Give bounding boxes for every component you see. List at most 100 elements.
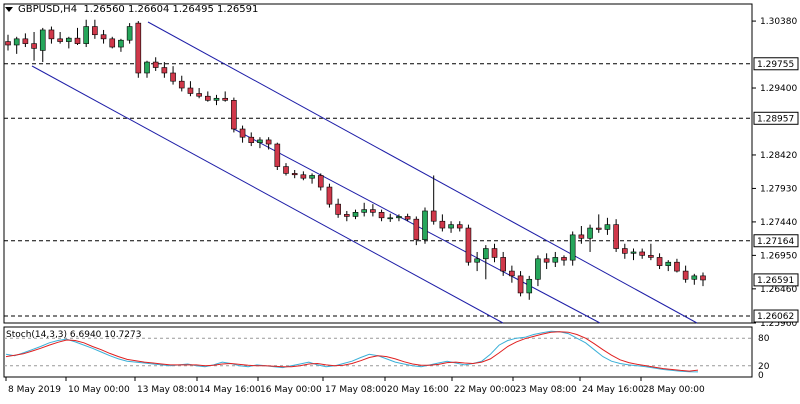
candle-body[interactable]: [161, 67, 168, 74]
candle-body[interactable]: [205, 95, 211, 101]
candle-body[interactable]: [335, 203, 341, 215]
price-tick-label: 1.27930: [760, 184, 797, 194]
chevron-down-icon[interactable]: [5, 7, 13, 12]
candle-body[interactable]: [578, 234, 585, 239]
candle-body[interactable]: [439, 220, 446, 229]
candle-body[interactable]: [274, 143, 281, 167]
candle-body[interactable]: [13, 38, 20, 46]
candle-body[interactable]: [396, 216, 402, 219]
candle-body[interactable]: [361, 209, 367, 213]
stoch-tick-label: 20: [758, 362, 770, 372]
candle-body[interactable]: [231, 100, 237, 130]
candle-body[interactable]: [22, 38, 29, 44]
candle-body[interactable]: [118, 39, 124, 48]
candle-body[interactable]: [474, 258, 480, 263]
time-label: 10 May 00:00: [68, 385, 130, 395]
candle-body[interactable]: [239, 128, 246, 138]
candle-body[interactable]: [483, 248, 489, 260]
candle-body[interactable]: [674, 261, 680, 272]
candle-body[interactable]: [622, 248, 628, 254]
price-level-box: [753, 234, 799, 248]
candle-body[interactable]: [378, 212, 385, 219]
candle-body[interactable]: [526, 278, 533, 294]
stoch-main-line[interactable]: [5, 330, 699, 373]
channel-line[interactable]: [31, 65, 504, 324]
candle-body[interactable]: [109, 38, 116, 48]
candle-body[interactable]: [569, 234, 576, 261]
time-label: 20 May 16:00: [387, 385, 449, 395]
candle-body[interactable]: [248, 136, 255, 143]
candle-body[interactable]: [500, 257, 506, 272]
candle-body[interactable]: [196, 93, 202, 97]
candle-body[interactable]: [691, 275, 698, 280]
candle-body[interactable]: [422, 210, 428, 240]
price-level-box: [753, 111, 799, 125]
candle-body[interactable]: [31, 43, 37, 49]
candle-body[interactable]: [639, 251, 645, 256]
candle-body[interactable]: [509, 270, 515, 277]
time-label: 28 May 00:00: [643, 385, 705, 395]
candle-body[interactable]: [517, 275, 524, 294]
candle-body[interactable]: [656, 257, 663, 266]
candle-body[interactable]: [300, 174, 307, 179]
candle-body[interactable]: [213, 97, 220, 101]
candle-body[interactable]: [66, 37, 72, 42]
candle-body[interactable]: [144, 61, 150, 74]
candle-body[interactable]: [491, 248, 498, 258]
candle-body[interactable]: [187, 87, 194, 94]
candle-body[interactable]: [100, 34, 107, 40]
candle-body[interactable]: [552, 257, 559, 263]
candle-body[interactable]: [595, 227, 602, 230]
stoch-signal-line[interactable]: [5, 331, 699, 372]
candle-body[interactable]: [178, 80, 185, 89]
candle-body[interactable]: [57, 38, 63, 42]
candle-body[interactable]: [387, 217, 394, 220]
candle-body[interactable]: [604, 224, 611, 230]
candle-body[interactable]: [5, 41, 11, 46]
candle-body[interactable]: [561, 257, 567, 261]
candle-body[interactable]: [665, 261, 672, 266]
candle-body[interactable]: [344, 214, 350, 217]
channel-line[interactable]: [147, 21, 698, 324]
candle-body[interactable]: [309, 175, 315, 179]
candle-body[interactable]: [543, 258, 550, 263]
candle-body[interactable]: [413, 218, 420, 240]
candle-body[interactable]: [613, 224, 619, 249]
candle-body[interactable]: [283, 166, 289, 174]
candle-body[interactable]: [135, 22, 142, 74]
price-tick-label: 1.25960: [760, 319, 797, 329]
candle-body[interactable]: [648, 255, 654, 258]
candle-body[interactable]: [39, 29, 46, 51]
candle-body[interactable]: [48, 29, 55, 40]
candle-body[interactable]: [535, 258, 541, 280]
candle-body[interactable]: [682, 270, 689, 280]
candle-body[interactable]: [126, 26, 133, 41]
candle-body[interactable]: [291, 173, 298, 176]
stochastic-header: Stoch(14,3,3) 6.6940 10.7273: [6, 330, 142, 340]
candle-body[interactable]: [448, 224, 454, 229]
time-label: 24 May 16:00: [582, 385, 644, 395]
candle-body[interactable]: [265, 139, 272, 145]
candle-body[interactable]: [430, 210, 437, 222]
candle-body[interactable]: [465, 227, 472, 263]
candle-body[interactable]: [83, 26, 89, 44]
candle-body[interactable]: [456, 224, 463, 229]
candle-body[interactable]: [317, 175, 324, 188]
candle-body[interactable]: [630, 251, 637, 254]
candle-body[interactable]: [222, 97, 228, 101]
candle-body[interactable]: [587, 227, 593, 239]
candle-body[interactable]: [74, 37, 81, 44]
candle-body[interactable]: [152, 61, 159, 68]
candle-body[interactable]: [404, 216, 411, 220]
candle-body[interactable]: [700, 275, 706, 281]
candle-body[interactable]: [352, 212, 359, 217]
candle-body[interactable]: [92, 26, 98, 36]
candle-body[interactable]: [326, 186, 333, 205]
price-level-label: 1.26062: [757, 312, 794, 322]
candle-body[interactable]: [257, 139, 263, 143]
candle-body[interactable]: [370, 209, 376, 213]
price-level-label: 1.29755: [757, 60, 794, 70]
candle-body[interactable]: [170, 72, 176, 82]
